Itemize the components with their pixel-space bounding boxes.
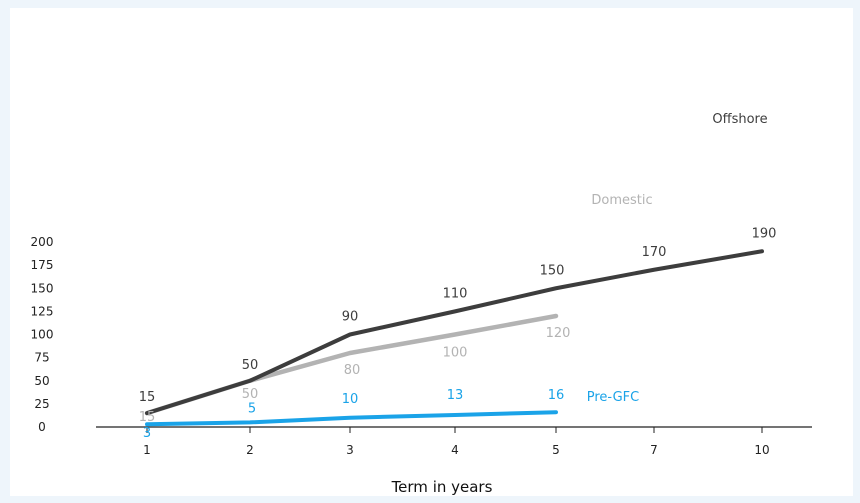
- y-tick-label: 25: [34, 397, 49, 411]
- y-tick-label: 100: [31, 328, 54, 342]
- data-label-pre-gfc: 3: [143, 426, 151, 441]
- data-label-domestic: 15: [139, 410, 156, 425]
- series-lines: [144, 249, 764, 427]
- x-tick-label: 10: [754, 443, 769, 457]
- y-tick-label: 0: [38, 420, 46, 434]
- y-axis-tick-labels: 0 25 50 75 100 125 150 175 200: [31, 235, 54, 434]
- x-tick-label: 4: [451, 443, 459, 457]
- series-line-offshore: [145, 249, 764, 416]
- x-tick-label: 2: [246, 443, 254, 457]
- y-tick-label: 125: [31, 304, 54, 318]
- x-axis-title: Term in years: [391, 478, 493, 496]
- series-names: Offshore Domestic Pre-GFC: [587, 112, 768, 405]
- data-label-pre-gfc: 13: [447, 388, 464, 403]
- series-name-domestic: Domestic: [591, 193, 652, 208]
- y-tick-label: 175: [31, 258, 54, 272]
- data-label-offshore: 15: [139, 390, 156, 405]
- chart-panel: 0 25 50 75 100 125 150 175 200 1 2 3 4 5 7 10 15 50 90 11…: [10, 8, 853, 496]
- x-tick-label: 1: [143, 443, 151, 457]
- data-label-offshore: 150: [540, 263, 565, 278]
- x-tick-label: 5: [552, 443, 560, 457]
- data-label-offshore: 50: [242, 358, 259, 373]
- y-tick-label: 75: [34, 351, 49, 365]
- y-tick-label: 200: [31, 235, 54, 249]
- x-tick-label: 3: [346, 443, 354, 457]
- series-line-pre-gfc: [145, 410, 558, 427]
- y-tick-label: 150: [31, 281, 54, 295]
- data-label-offshore: 110: [443, 286, 468, 301]
- data-label-domestic: 50: [242, 387, 259, 402]
- data-label-pre-gfc: 16: [548, 388, 565, 403]
- series-name-pre-gfc: Pre-GFC: [587, 390, 639, 405]
- data-label-pre-gfc: 10: [342, 392, 359, 407]
- x-tick-label: 7: [650, 443, 658, 457]
- data-label-domestic: 80: [344, 363, 361, 378]
- data-labels: 15 50 90 110 150 170 190 15 50 80 100 120 3 5 10 13 16: [139, 226, 777, 441]
- data-label-domestic: 120: [546, 326, 571, 341]
- data-label-pre-gfc: 5: [248, 401, 256, 416]
- series-name-offshore: Offshore: [712, 112, 767, 127]
- data-label-offshore: 90: [342, 310, 359, 325]
- data-label-offshore: 170: [642, 245, 667, 260]
- y-tick-label: 50: [34, 374, 49, 388]
- x-axis-ticks: 1 2 3 4 5 7 10: [143, 427, 770, 457]
- line-chart: 0 25 50 75 100 125 150 175 200 1 2 3 4 5 7 10 15 50 90 11…: [31, 112, 812, 496]
- data-label-offshore: 190: [752, 226, 777, 241]
- data-label-domestic: 100: [443, 346, 468, 361]
